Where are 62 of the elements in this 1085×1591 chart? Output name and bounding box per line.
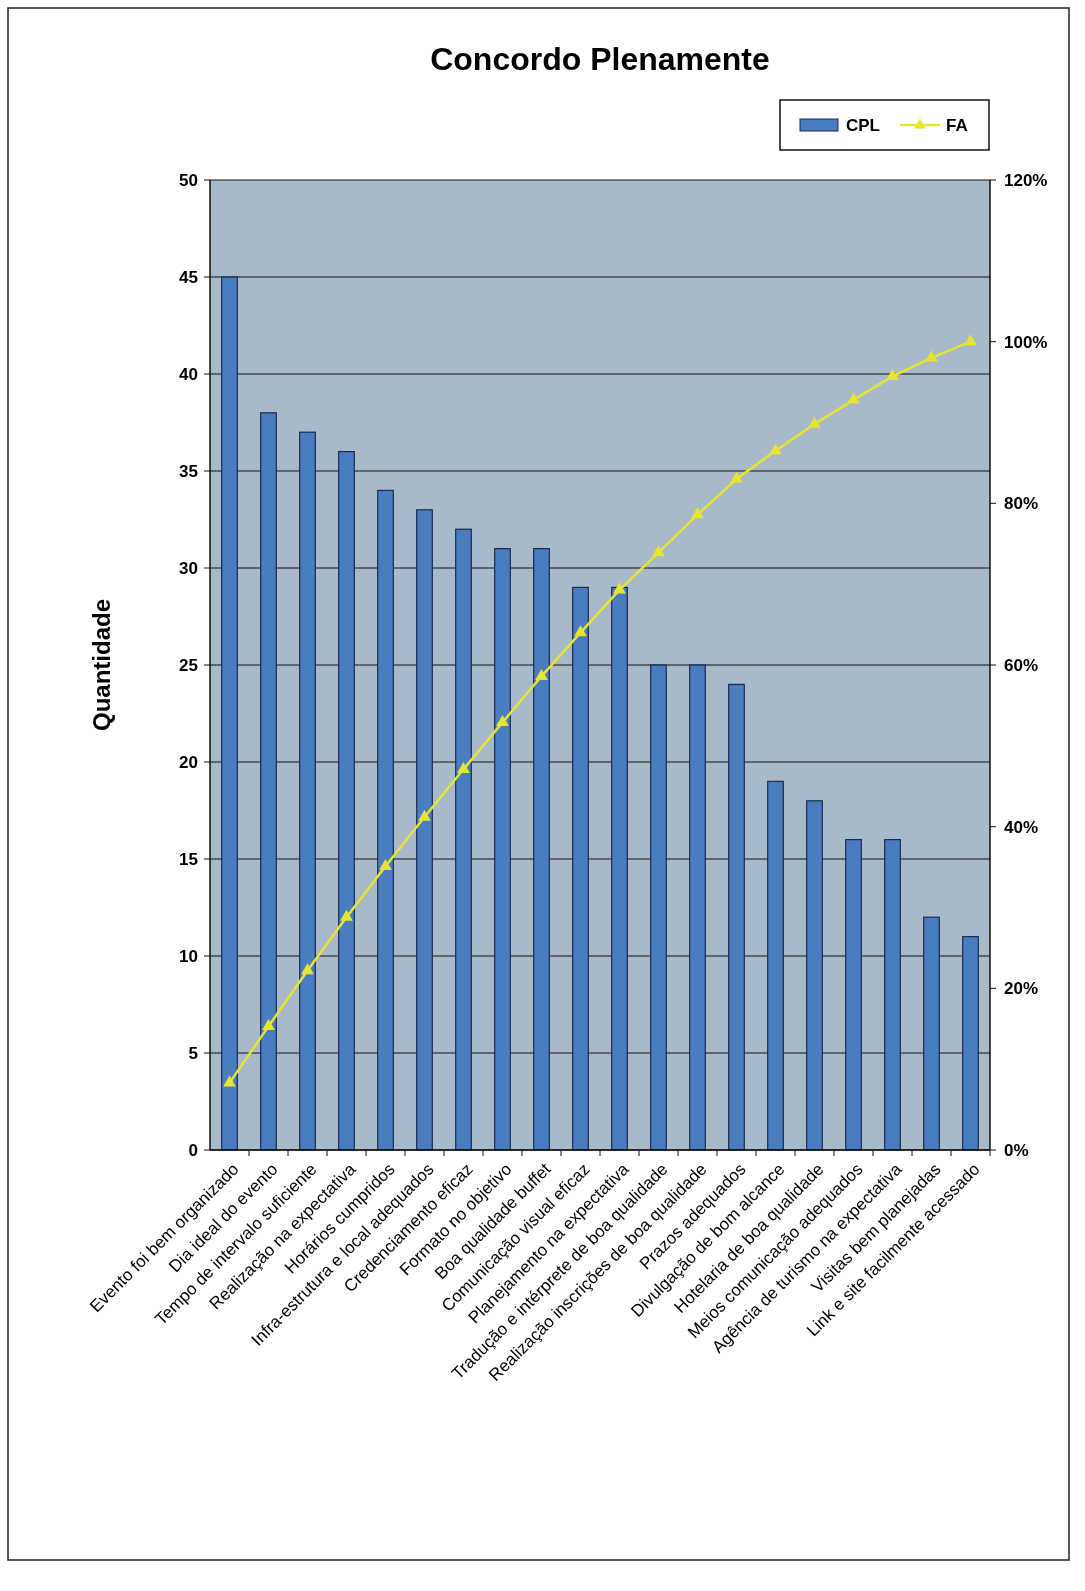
y2-tick-label: 120% bbox=[1004, 170, 1048, 190]
bar bbox=[689, 664, 706, 1151]
point bbox=[769, 443, 782, 455]
bar bbox=[767, 780, 784, 1151]
y-axis-title: Quantidade bbox=[88, 598, 115, 732]
point bbox=[418, 809, 431, 821]
y2-tick-label: 0% bbox=[1004, 1140, 1029, 1160]
bar bbox=[650, 664, 667, 1151]
bar bbox=[338, 451, 355, 1151]
legend-label: FA bbox=[946, 115, 968, 135]
point bbox=[847, 392, 860, 404]
bar bbox=[416, 509, 433, 1151]
bar bbox=[221, 276, 238, 1151]
point bbox=[808, 416, 821, 428]
y2-tick-label: 80% bbox=[1004, 494, 1039, 514]
y2-tick-label: 20% bbox=[1004, 979, 1039, 999]
chart-title: Concordo Plenamente bbox=[430, 41, 770, 77]
bar bbox=[923, 916, 940, 1151]
point bbox=[301, 963, 314, 975]
point bbox=[964, 334, 977, 346]
y-tick-label: 50 bbox=[179, 170, 198, 190]
point bbox=[652, 545, 665, 557]
bar bbox=[962, 936, 979, 1151]
point bbox=[379, 858, 392, 870]
y-tick-label: 30 bbox=[179, 558, 198, 578]
bar bbox=[299, 431, 316, 1151]
bar bbox=[845, 839, 862, 1151]
point bbox=[574, 625, 587, 637]
y-tick-label: 25 bbox=[179, 655, 198, 675]
bar bbox=[611, 586, 628, 1151]
bar bbox=[377, 489, 394, 1151]
y-tick-label: 15 bbox=[179, 849, 198, 869]
bar bbox=[455, 528, 472, 1151]
point bbox=[691, 507, 704, 519]
y-tick-label: 0 bbox=[188, 1140, 198, 1160]
y-tick-label: 10 bbox=[179, 946, 198, 966]
bar bbox=[806, 800, 823, 1151]
point bbox=[496, 715, 509, 727]
y-tick-label: 20 bbox=[179, 752, 198, 772]
point bbox=[340, 909, 353, 921]
y2-tick-label: 40% bbox=[1004, 817, 1039, 837]
y2-tick-label: 60% bbox=[1004, 655, 1039, 675]
y2-tick-label: 100% bbox=[1004, 332, 1048, 352]
bar bbox=[494, 548, 511, 1151]
y-tick-label: 40 bbox=[179, 364, 198, 384]
bar bbox=[728, 683, 745, 1151]
point bbox=[535, 668, 548, 680]
bar bbox=[572, 586, 589, 1151]
point bbox=[886, 369, 899, 381]
point bbox=[223, 1075, 236, 1087]
point bbox=[262, 1018, 275, 1030]
legend-label: CPL bbox=[846, 115, 880, 135]
bar bbox=[533, 548, 550, 1151]
point bbox=[613, 582, 626, 594]
y-tick-label: 45 bbox=[179, 267, 198, 287]
point bbox=[925, 350, 938, 362]
y-tick-label: 35 bbox=[179, 461, 198, 481]
point bbox=[730, 471, 743, 483]
y-tick-label: 5 bbox=[188, 1043, 198, 1063]
bar bbox=[260, 412, 277, 1151]
point bbox=[457, 761, 470, 773]
bar bbox=[884, 839, 901, 1151]
